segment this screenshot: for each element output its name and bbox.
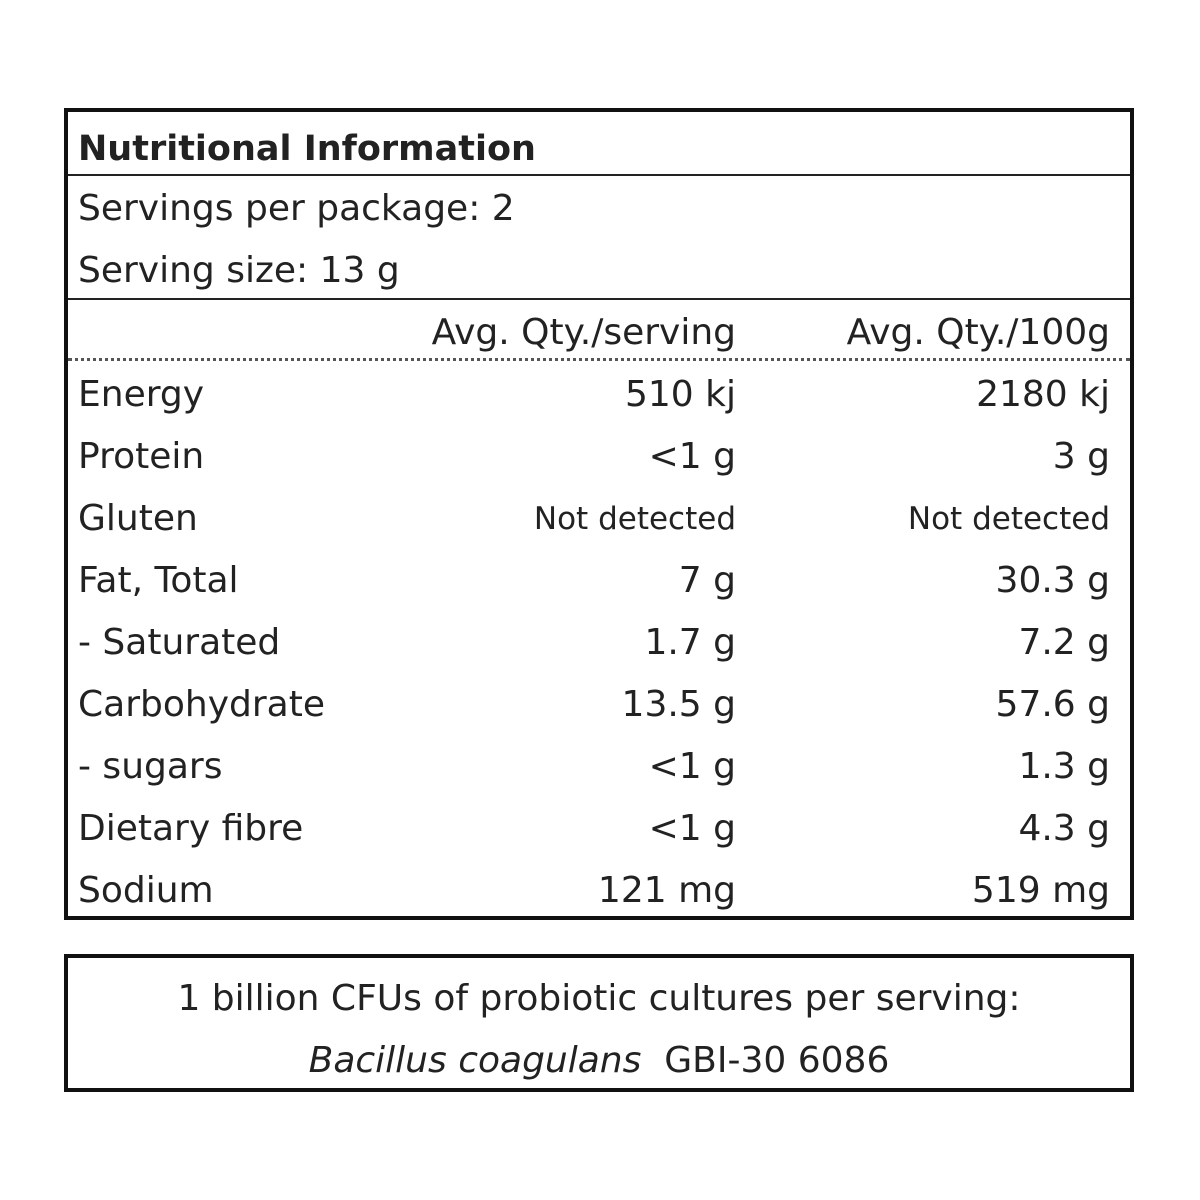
per-100g: 3 g	[1052, 436, 1110, 477]
nutrient-name: Sodium	[78, 870, 214, 911]
nutrient-name: Energy	[78, 374, 205, 415]
nutrient-name: Gluten	[78, 498, 198, 539]
dotted-divider	[68, 358, 1130, 361]
per-100g: 2180 kj	[976, 374, 1110, 415]
per-100g: Not detected	[907, 501, 1110, 537]
probiotic-box: 1 billion CFUs of probiotic cultures per…	[64, 954, 1134, 1092]
per-serving: <1 g	[648, 436, 736, 477]
per-serving: 7 g	[678, 560, 736, 601]
nutrient-name: - Saturated	[78, 622, 281, 663]
nutrient-name: Carbohydrate	[78, 684, 325, 725]
nutrition-panel: Nutritional Information Servings per pac…	[64, 108, 1134, 920]
per-serving: <1 g	[648, 746, 736, 787]
nutrient-name: - sugars	[78, 746, 223, 787]
strain: GBI-30 6086	[664, 1040, 890, 1081]
per-serving: <1 g	[648, 808, 736, 849]
serving-size: Serving size: 13 g	[78, 250, 400, 291]
servings-per-package: Servings per package: 2	[78, 188, 515, 229]
divider	[68, 174, 1130, 176]
per-serving: Not detected	[533, 501, 736, 537]
probiotic-text: 1 billion CFUs of probiotic cultures per…	[177, 978, 1021, 1019]
nutrient-name: Protein	[78, 436, 205, 477]
per-100g: 1.3 g	[1018, 746, 1110, 787]
species: Bacillus coagulans	[308, 1040, 642, 1081]
per-100g: 4.3 g	[1018, 808, 1110, 849]
column-header: Avg. Qty./100g	[846, 312, 1110, 353]
column-header: Avg. Qty./serving	[431, 312, 736, 353]
panel-title: Nutritional Information	[78, 129, 536, 169]
per-100g: 30.3 g	[995, 560, 1110, 601]
per-serving: 510 kj	[624, 374, 736, 415]
nutrient-name: Fat, Total	[78, 560, 239, 601]
per-serving: 1.7 g	[644, 622, 736, 663]
per-serving: 121 mg	[597, 870, 736, 911]
per-serving: 13.5 g	[621, 684, 736, 725]
nutrient-name: Dietary fibre	[78, 808, 304, 849]
probiotic-strain-line: Bacillus coagulans GBI-30 6086	[68, 1030, 1130, 1092]
divider	[68, 298, 1130, 300]
per-100g: 519 mg	[971, 870, 1110, 911]
per-100g: 7.2 g	[1018, 622, 1110, 663]
per-100g: 57.6 g	[995, 684, 1110, 725]
